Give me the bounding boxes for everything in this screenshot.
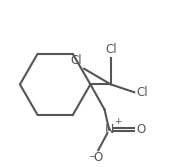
Text: O: O: [136, 123, 145, 136]
Text: N: N: [104, 123, 114, 136]
Text: Cl: Cl: [70, 54, 82, 67]
Text: O: O: [94, 151, 103, 164]
Text: −: −: [88, 151, 95, 160]
Text: Cl: Cl: [105, 43, 117, 56]
Text: Cl: Cl: [136, 86, 148, 99]
Text: +: +: [114, 117, 121, 126]
